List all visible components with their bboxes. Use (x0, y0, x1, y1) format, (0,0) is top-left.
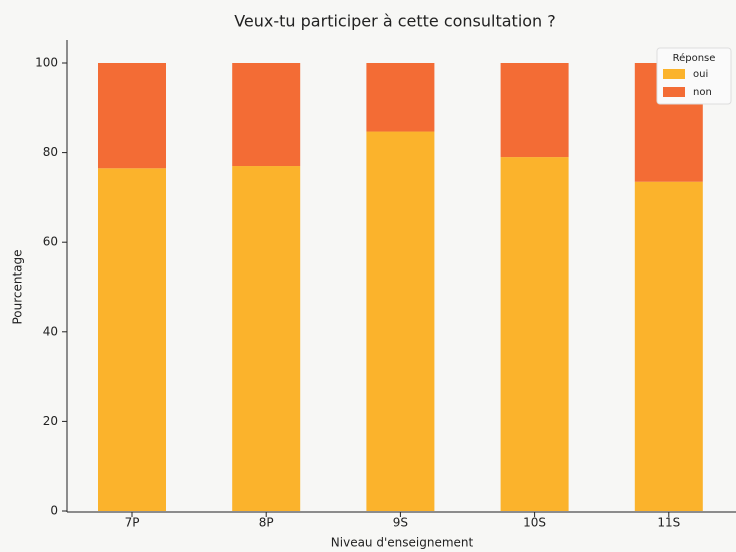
bar-segment (98, 63, 166, 169)
x-tick-label: 11S (657, 516, 680, 530)
y-tick-label: 0 (50, 504, 58, 518)
bar-segment (366, 131, 435, 511)
y-tick-label: 60 (43, 235, 58, 249)
bar-segment (232, 63, 301, 167)
bar-segment (232, 166, 301, 512)
legend-title: Réponse (673, 52, 716, 64)
y-tick-label: 100 (35, 56, 58, 70)
x-tick-label: 10S (523, 516, 546, 530)
bar-segment (98, 168, 166, 511)
y-tick-label: 80 (43, 145, 58, 159)
legend-label: non (693, 87, 712, 98)
y-tick-label: 20 (43, 414, 58, 428)
chart-title: Veux-tu participer à cette consultation … (234, 12, 556, 31)
x-axis-label: Niveau d'enseignement (331, 536, 474, 550)
bar-segment (634, 181, 703, 511)
x-tick-label: 9S (393, 516, 408, 530)
y-tick-label: 40 (43, 324, 58, 338)
x-tick-label: 8P (259, 516, 274, 530)
bar-segment (500, 63, 569, 158)
legend-swatch (663, 87, 685, 97)
bar-segment (366, 63, 435, 132)
legend-label: oui (693, 69, 708, 80)
y-axis-label: Pourcentage (11, 249, 25, 324)
x-tick-label: 7P (125, 516, 140, 530)
legend-swatch (663, 69, 685, 79)
bar-segment (500, 157, 569, 511)
